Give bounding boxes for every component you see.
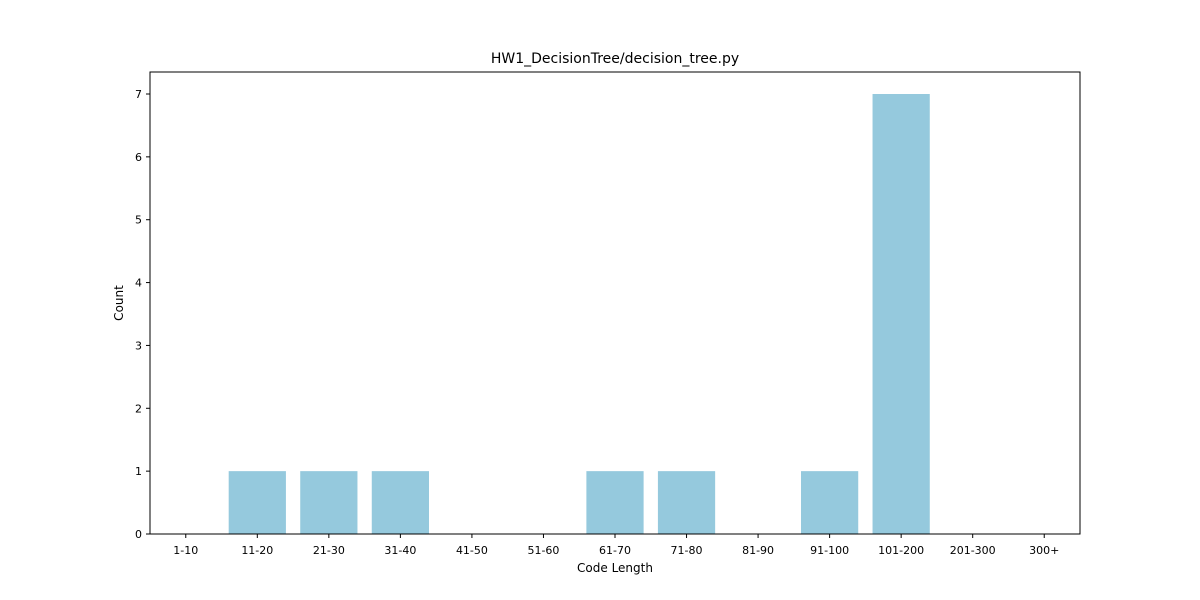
x-tick-label: 1-10: [173, 544, 198, 557]
y-tick-label: 7: [135, 88, 142, 101]
bar-101-200: [872, 94, 930, 534]
x-tick-label: 71-80: [671, 544, 703, 557]
x-tick-label: 300+: [1029, 544, 1059, 557]
y-tick-label: 0: [135, 528, 142, 541]
y-tick-label: 2: [135, 402, 142, 415]
bar-91-100: [801, 471, 859, 534]
x-tick-label: 91-100: [810, 544, 849, 557]
x-tick-label: 51-60: [527, 544, 559, 557]
x-axis: 1-10 11-20 21-30 31-40 41-50 51-60 61-70 71-80 8…: [173, 534, 1059, 557]
y-axis: 0 1 2 3 4 5 6 7: [135, 88, 150, 541]
bar-71-80: [657, 471, 716, 534]
x-tick-label: 31-40: [384, 544, 416, 557]
y-tick-label: 4: [135, 277, 142, 290]
bar-31-40: [371, 471, 429, 534]
y-tick-label: 3: [135, 339, 142, 352]
bars-layer: [228, 94, 930, 534]
chart-title: HW1_DecisionTree/decision_tree.py: [491, 51, 739, 67]
x-tick-label: 61-70: [599, 544, 631, 557]
y-tick-label: 5: [135, 214, 142, 227]
x-tick-label: 21-30: [313, 544, 345, 557]
x-tick-label: 11-20: [241, 544, 273, 557]
plot-frame: [149, 71, 1081, 535]
bar-21-30: [300, 471, 358, 534]
bar-11-20: [228, 471, 286, 534]
y-tick-label: 1: [135, 465, 142, 478]
y-axis-label: Count: [112, 285, 126, 321]
bar-61-70: [586, 471, 644, 534]
x-tick-label: 81-90: [742, 544, 774, 557]
y-tick-label: 6: [135, 151, 142, 164]
x-axis-label: Code Length: [577, 561, 653, 575]
x-tick-label: 201-300: [950, 544, 996, 557]
x-tick-label: 41-50: [456, 544, 488, 557]
x-tick-label: 101-200: [878, 544, 924, 557]
